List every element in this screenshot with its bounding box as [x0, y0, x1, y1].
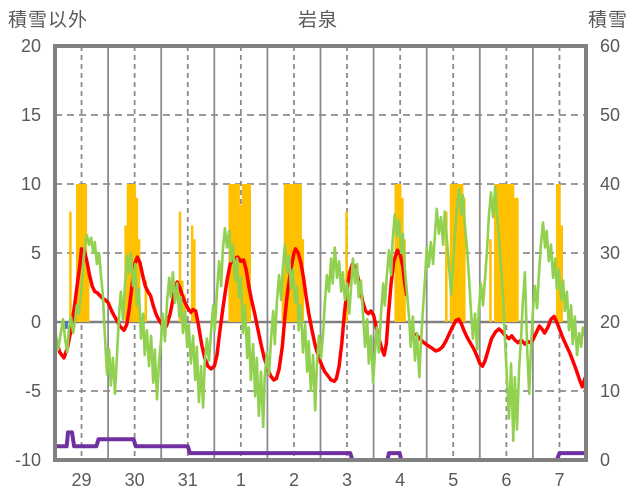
precip-bars: [494, 184, 497, 322]
precip-bars: [286, 184, 289, 322]
precip-bars: [558, 184, 561, 322]
precip-bars: [500, 184, 504, 322]
green-line: [53, 185, 587, 443]
precip-bars: [345, 211, 348, 322]
precip-bars: [555, 184, 559, 322]
precip-bars: [281, 266, 285, 322]
precip-bars: [449, 184, 453, 322]
precip-bars: [288, 184, 291, 322]
precip-bars: [126, 184, 130, 322]
precip-bars: [458, 184, 462, 322]
precip-bars: [190, 225, 194, 322]
precip-bars: [290, 184, 293, 322]
precip-bars: [560, 225, 563, 322]
precip-bars: [456, 184, 459, 322]
precip-bars: [496, 184, 499, 322]
precip-bars: [463, 197, 466, 322]
left-axis-tick: -5: [25, 381, 41, 401]
left-axis-tick: 10: [21, 174, 41, 194]
right-axis-tick: 60: [600, 36, 620, 56]
right-axis-tick: 40: [600, 174, 620, 194]
right-axis-tick: 50: [600, 105, 620, 125]
x-axis-tick: 5: [448, 470, 458, 490]
precip-bars: [460, 184, 464, 322]
precip-bars: [133, 184, 136, 322]
x-axis-tick: 31: [178, 470, 198, 490]
x-axis-tick: 30: [125, 470, 145, 490]
precip-bars: [241, 184, 245, 322]
left-axis-title: 積雪以外: [8, 10, 89, 31]
right-axis-tick: 0: [600, 450, 610, 470]
precip-bars: [516, 197, 519, 322]
left-axis-tick: 5: [31, 243, 41, 263]
precip-bars: [144, 280, 148, 322]
precip-bars: [502, 184, 506, 322]
right-axis-tick: 30: [600, 243, 620, 263]
precip-bars: [243, 184, 247, 322]
left-axis-tick: 15: [21, 105, 41, 125]
precip-bars: [511, 184, 515, 322]
precip-bars: [505, 184, 508, 322]
precip-bars: [235, 184, 238, 322]
plot-border: [53, 44, 588, 462]
right-axis-tick: 20: [600, 312, 620, 332]
x-axis-tick: 29: [72, 470, 92, 490]
left-axis-tick: 0: [31, 312, 41, 332]
precip-bars: [137, 239, 141, 322]
precip-bars: [69, 211, 72, 322]
precip-bars: [445, 211, 448, 322]
left-axis-tick: 20: [21, 36, 41, 56]
precip-bars: [507, 184, 510, 322]
precip-bars: [299, 184, 302, 322]
precip-bars: [86, 266, 90, 322]
precip-bars: [237, 184, 240, 322]
precip-bars: [178, 211, 182, 322]
precip-bars: [193, 239, 196, 322]
precip-bars: [183, 294, 186, 322]
x-axis-tick: 3: [342, 470, 352, 490]
precip-bars: [454, 184, 457, 322]
precip-bars: [131, 184, 134, 322]
precip-bars: [513, 197, 517, 322]
precip-bars: [76, 184, 79, 322]
precip-bars: [509, 184, 513, 322]
chart-title: 岩泉: [297, 10, 338, 31]
left-axis-tick: -10: [15, 450, 41, 470]
precip-bars: [489, 239, 492, 322]
precip-bars: [246, 184, 249, 322]
right-axis-title: 積雪: [587, 10, 628, 31]
precip-bars: [239, 204, 243, 322]
precip-bars: [248, 184, 251, 322]
right-axis-tick: 10: [600, 381, 620, 401]
x-axis-tick: 4: [395, 470, 405, 490]
x-axis-tick: 7: [554, 470, 564, 490]
x-axis-tick: 2: [289, 470, 299, 490]
x-axis-tick: 1: [236, 470, 246, 490]
x-axis-tick: 6: [501, 470, 511, 490]
blue-bar: [64, 322, 68, 329]
